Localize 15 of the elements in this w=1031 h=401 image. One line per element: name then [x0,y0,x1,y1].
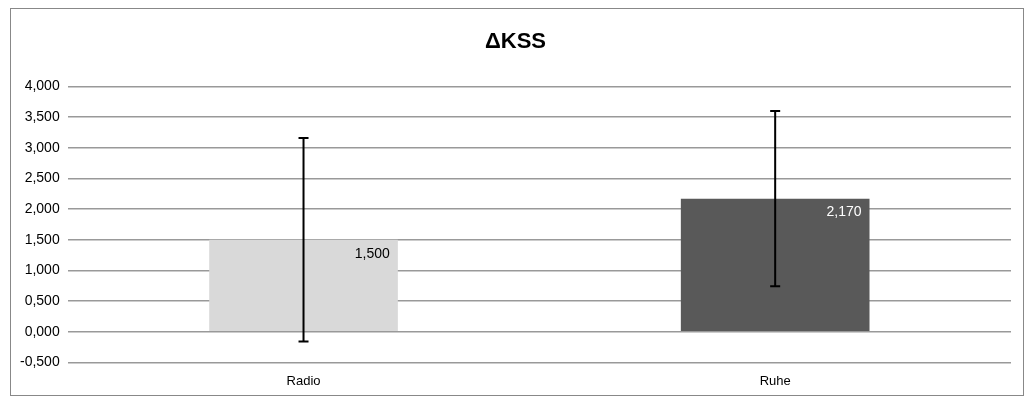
y-tick-label: -0,500 [19,353,60,370]
y-tick-label: 0,500 [24,291,60,308]
y-tick-label: 1,000 [24,261,60,278]
data-label: 2,170 [826,203,862,220]
y-tick-label: 4,000 [24,77,60,94]
data-label: 1,500 [354,244,391,261]
x-tick-label: Radio [286,372,321,388]
x-tick-label: Ruhe [759,372,791,388]
y-tick-label: 3,000 [24,138,60,155]
y-tick-label: 3,500 [24,107,60,124]
y-tick-label: 1,500 [24,230,60,247]
y-tick-label: 0,000 [24,322,60,339]
y-tick-label: 2,000 [24,199,60,216]
y-tick-label: 2,500 [24,169,60,186]
chart-title: ΔKSS [483,28,548,54]
